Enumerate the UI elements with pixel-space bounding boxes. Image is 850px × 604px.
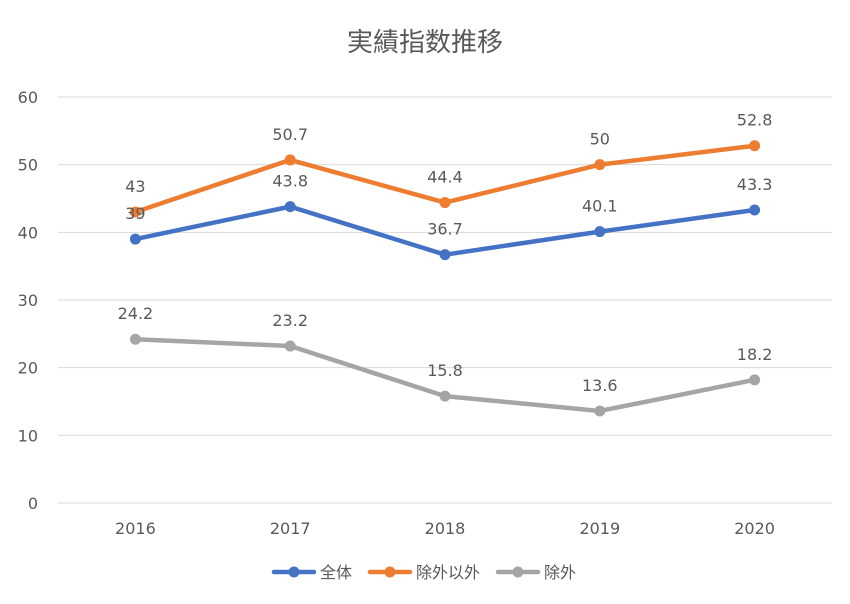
data-point [129,206,141,218]
legend-swatch-marker [288,566,300,578]
data-label: 43.8 [272,172,308,191]
data-point [594,159,606,171]
y-tick-label: 0 [28,494,38,513]
y-tick-label: 60 [18,88,38,107]
y-tick-label: 20 [18,359,38,378]
series-points [129,140,761,417]
data-label: 36.7 [427,220,463,239]
data-point [284,340,296,352]
data-point [439,390,451,402]
data-label: 50.7 [272,125,308,144]
data-label: 40.1 [582,197,618,216]
data-point [129,233,141,245]
data-label: 24.2 [118,304,154,323]
legend-item: 除外 [495,563,576,582]
data-point [439,197,451,209]
data-point [284,154,296,166]
y-tick-label: 40 [18,223,38,242]
chart-title: 実績指数推移 [346,28,503,58]
data-label: 52.8 [737,111,773,130]
data-point [749,204,761,216]
data-label: 39 [125,204,145,223]
legend-label: 除外 [544,563,576,582]
data-point [439,249,451,261]
gridlines [58,96,832,504]
legend-swatch-marker [384,566,396,578]
data-point [749,140,761,152]
legend-item: 全体 [271,563,352,582]
data-labels: 39 43.8 36.7 40.1 43.3 43 50.7 44.4 50 52.8 24.2 23… [118,111,773,395]
data-point [594,226,606,238]
data-point [594,405,606,417]
x-tick-label: 2018 [425,519,466,538]
x-tick-label: 2020 [734,519,775,538]
legend-label: 除外以外 [416,563,480,582]
data-label: 13.6 [582,376,618,395]
x-axis-ticks: 2016 2017 2018 2019 2020 [115,519,775,538]
data-point [284,201,296,213]
legend: 全体 除外以外 除外 [271,563,576,582]
data-label: 15.8 [427,361,463,380]
data-label: 44.4 [427,168,463,187]
y-tick-label: 10 [18,426,38,445]
x-tick-label: 2016 [115,519,156,538]
y-axis-ticks: 0 10 20 30 40 50 60 [18,88,38,513]
data-label: 50 [590,130,610,149]
data-point [749,374,761,386]
data-label: 43 [125,177,145,196]
legend-label: 全体 [320,563,352,582]
data-label: 23.2 [272,311,308,330]
data-label: 18.2 [737,345,773,364]
data-label: 43.3 [737,175,773,194]
x-tick-label: 2017 [270,519,311,538]
y-tick-label: 50 [18,156,38,175]
legend-item: 除外以外 [367,563,480,582]
y-tick-label: 30 [18,291,38,310]
x-tick-label: 2019 [579,519,620,538]
data-point [129,333,141,345]
legend-swatch-marker [512,566,524,578]
